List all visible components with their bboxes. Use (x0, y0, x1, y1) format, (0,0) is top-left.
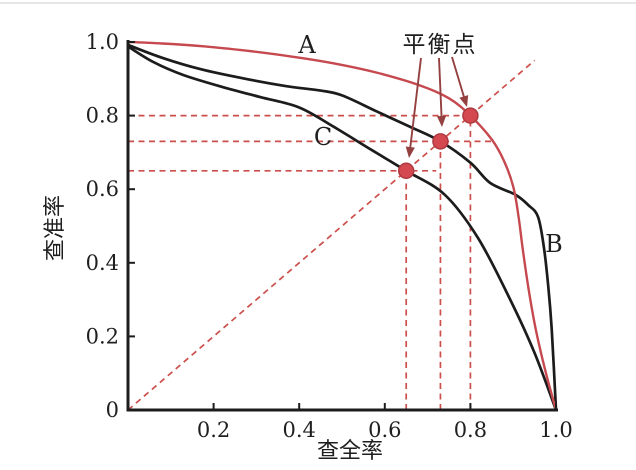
x-tick-label: 0.6 (368, 418, 401, 442)
pr-curve-a (126, 40, 558, 412)
axis-tick-labels: 0.2 0.4 0.6 0.8 1.0 0.2 0.4 0.6 0.8 1.0 (86, 30, 573, 442)
break-even-dot-b (432, 133, 449, 150)
annotation-arrow-line (409, 57, 422, 150)
x-tick-label: 1.0 (539, 418, 572, 442)
break-even-annotation-label: 平衡点 (403, 32, 478, 58)
break-even-dots (397, 107, 479, 180)
x-axis-title: 查全率 (317, 439, 383, 464)
y-tick-label: 0.2 (86, 324, 119, 348)
pr-curve-c (126, 45, 558, 412)
y-axis-title: 查准率 (43, 195, 68, 261)
x-tick-label: 0.4 (282, 418, 315, 442)
y-tick-label: 0.8 (86, 104, 119, 128)
origin-tick-label: 0 (106, 398, 119, 422)
annotation-arrow-line (438, 57, 443, 119)
axis-ticks (128, 41, 557, 410)
x-tick-label: 0.2 (197, 418, 230, 442)
curve-b-label: B (545, 230, 563, 258)
y-tick-label: 0.4 (86, 251, 119, 275)
x-tick-label: 0.8 (454, 418, 487, 442)
axes (126, 40, 558, 412)
curve-a-label: A (297, 31, 316, 59)
annotation-arrowhead (459, 95, 469, 107)
annotation-arrowhead (436, 115, 447, 127)
y-tick-label: 0.6 (86, 177, 119, 201)
annotation-arrows (405, 56, 469, 158)
break-even-dot-a (462, 107, 479, 124)
annotation-arrowhead (405, 146, 415, 158)
curve-c-label: C (314, 123, 332, 151)
y-tick-label: 1.0 (86, 30, 119, 54)
break-even-dot-c (397, 162, 415, 180)
annotation-arrow-line (451, 56, 466, 99)
